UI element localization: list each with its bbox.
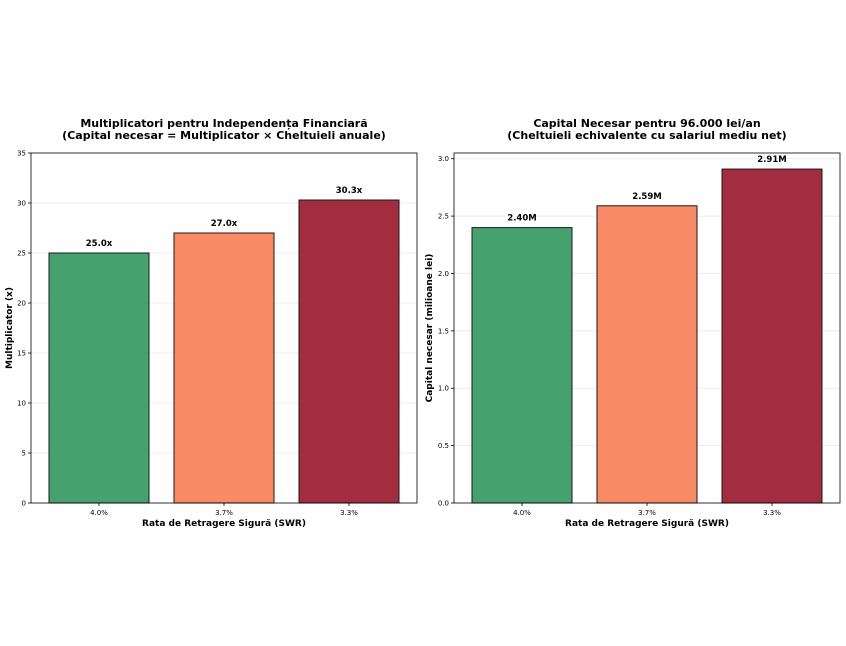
bar-4.0%	[471, 227, 573, 504]
plot-frame	[30, 152, 418, 504]
y-tick-label: 3.0	[438, 155, 449, 163]
x-tick-label: 3.3%	[763, 509, 781, 517]
bar-value-label: 25.0x	[86, 239, 113, 249]
x-tick-label: 4.0%	[90, 509, 108, 517]
y-tick-label: 25	[17, 250, 26, 258]
bar-3.3%	[298, 199, 400, 504]
y-tick-label: 20	[17, 300, 26, 308]
y-tick-label: 0	[22, 500, 26, 508]
y-tick-label: 15	[17, 350, 26, 358]
y-tick-label: 0.5	[438, 442, 449, 450]
chart-title: Capital Necesar pentru 96.000 lei/an	[533, 117, 760, 130]
chart-title: Multiplicatori pentru Independența Finan…	[80, 117, 367, 130]
y-tick-label: 35	[17, 150, 26, 158]
y-axis-label: Capital necesar (milioane lei)	[425, 254, 435, 403]
bar-3.3%	[721, 168, 823, 504]
bar-3.7%	[173, 232, 275, 504]
plot-frame	[453, 152, 841, 504]
y-tick-label: 2.5	[438, 213, 449, 221]
bar-4.0%	[48, 252, 150, 504]
bar-value-label: 2.40M	[507, 214, 536, 224]
bar-3.7%	[596, 205, 698, 504]
bar-value-label: 30.3x	[336, 186, 363, 196]
chart-subtitle: (Cheltuieli echivalente cu salariul medi…	[507, 129, 786, 142]
chart-panel-2: Capital Necesar pentru 96.000 lei/an(Che…	[425, 117, 841, 529]
x-tick-label: 3.7%	[638, 509, 656, 517]
y-axis-label: Multiplicator (x)	[5, 287, 15, 369]
x-tick-label: 3.7%	[215, 509, 233, 517]
chart-panel-1: Multiplicatori pentru Independența Finan…	[5, 117, 418, 529]
x-axis-label: Rata de Retragere Sigură (SWR)	[142, 519, 306, 529]
y-tick-label: 5	[22, 450, 26, 458]
y-tick-label: 1.0	[438, 385, 449, 393]
x-axis-label: Rata de Retragere Sigură (SWR)	[565, 519, 729, 529]
y-tick-label: 1.5	[438, 327, 449, 335]
x-tick-label: 3.3%	[340, 509, 358, 517]
y-tick-label: 0.0	[438, 500, 449, 508]
y-tick-label: 30	[17, 200, 26, 208]
chart-subtitle: (Capital necesar = Multiplicator × Chelt…	[62, 129, 386, 142]
bar-value-label: 2.59M	[632, 192, 661, 202]
x-tick-label: 4.0%	[513, 509, 531, 517]
y-tick-label: 10	[17, 400, 26, 408]
y-tick-label: 2.0	[438, 270, 449, 278]
bar-value-label: 2.91M	[757, 155, 786, 165]
bar-value-label: 27.0x	[211, 219, 238, 229]
